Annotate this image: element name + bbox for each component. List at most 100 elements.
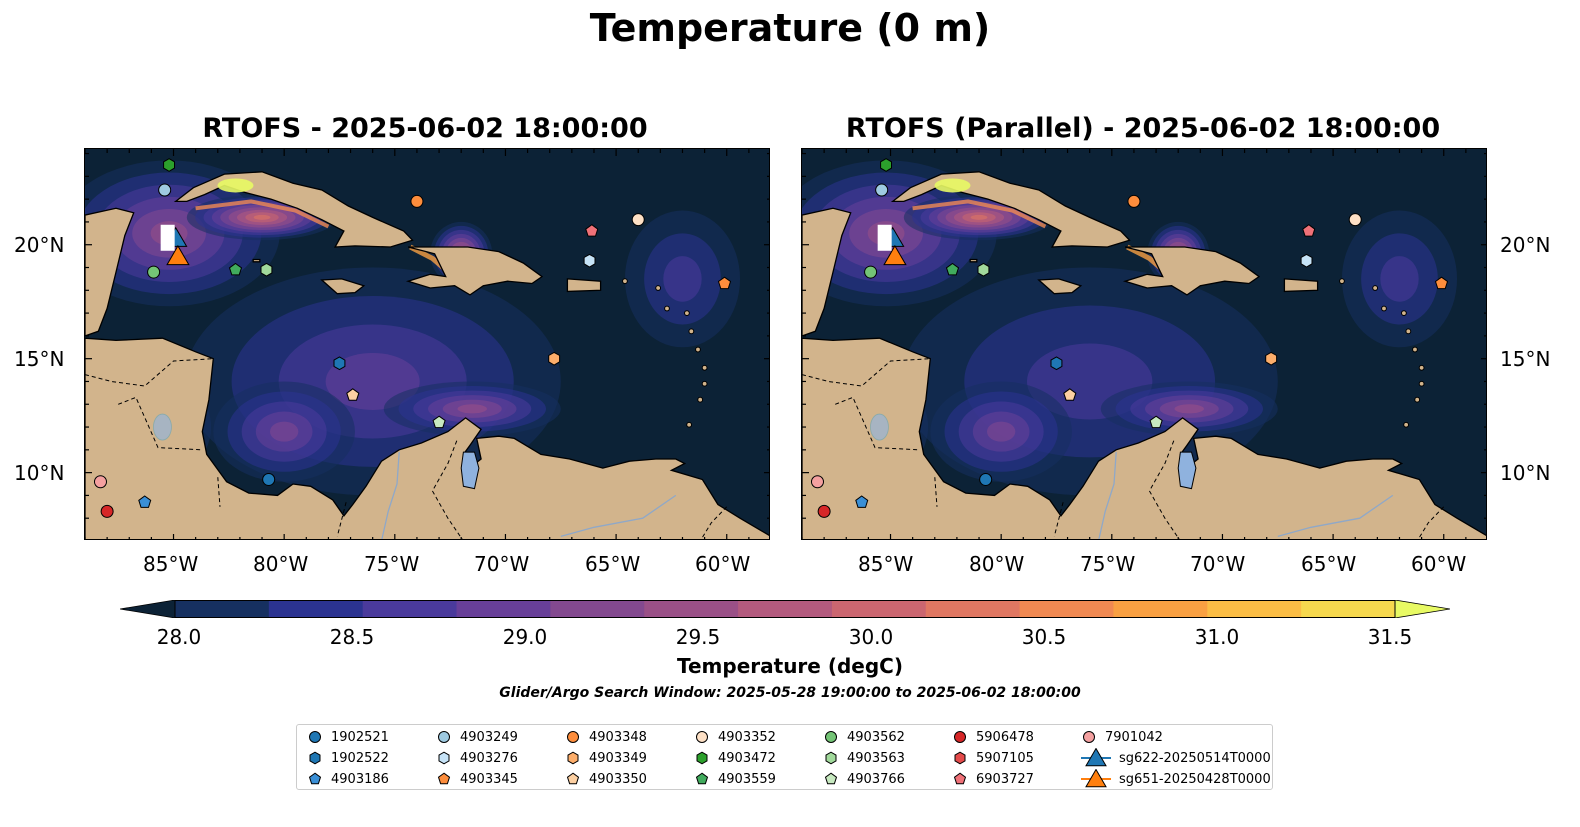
argo-float-1902522 — [1050, 356, 1063, 371]
glider-track-patch — [877, 224, 892, 251]
border-line — [217, 477, 221, 507]
island — [1412, 346, 1418, 353]
colorbar-tick: 29.0 — [502, 625, 548, 649]
river — [381, 452, 400, 539]
lon-tick-label: 60°W — [695, 552, 751, 576]
colorbar-extend-high — [1394, 600, 1450, 618]
legend-item: 1902522 — [307, 748, 389, 768]
legend-item: 4903186 — [307, 769, 389, 789]
lon-tick-label: 60°W — [1411, 552, 1467, 576]
colorbar-tick: 30.0 — [848, 625, 894, 649]
legend-label: 4903348 — [589, 729, 647, 745]
river — [1277, 494, 1394, 538]
legend-marker-icon — [1081, 748, 1111, 767]
border-line — [1148, 440, 1180, 539]
lon-tick-label: 70°W — [474, 552, 530, 576]
country-borders — [802, 358, 1445, 539]
colorbar-segment — [831, 600, 927, 618]
argo-float-1902521 — [262, 472, 276, 486]
lon-tick-label: 80°W — [253, 552, 309, 576]
legend-marker-icon — [954, 751, 966, 765]
central-america2-land — [802, 337, 1486, 539]
legend-label: 4903766 — [847, 771, 905, 787]
left-panel-title: RTOFS - 2025-06-02 18:00:00 — [202, 113, 648, 144]
colorbar-tick: 28.5 — [329, 625, 375, 649]
legend-marker-icon — [1083, 731, 1095, 743]
rtofs-map — [84, 148, 770, 540]
central-america2-land — [85, 337, 769, 539]
island — [701, 380, 708, 387]
legend-item: 5906478 — [952, 727, 1034, 747]
island — [686, 421, 693, 428]
colorbar-extend-low — [120, 600, 176, 618]
float-markers — [93, 158, 732, 518]
lake-nicaragua — [870, 413, 889, 441]
sst-contour — [1174, 404, 1205, 414]
colorbar-tick: 28.0 — [156, 625, 202, 649]
argo-float-6903727 — [585, 224, 599, 237]
legend-label: 7901042 — [1105, 729, 1163, 745]
colorbar-segment — [175, 600, 270, 618]
border-line — [934, 477, 938, 507]
colorbar-segment — [644, 600, 739, 618]
argo-float-4903350 — [1063, 388, 1077, 401]
border-line — [431, 440, 463, 539]
puerto-rico-land — [1283, 278, 1319, 293]
argo-float-4903348 — [410, 194, 424, 208]
legend-item: 4903345 — [436, 769, 518, 789]
argo-float-4903345 — [1434, 276, 1449, 290]
lon-tick-label: 85°W — [858, 552, 914, 576]
island — [655, 285, 662, 291]
argo-float-4903563 — [260, 262, 273, 277]
legend-label: sg622-20250514T0000 — [1119, 750, 1271, 766]
right-panel-title: RTOFS (Parallel) - 2025-06-02 18:00:00 — [845, 113, 1441, 144]
legend-label: 4903186 — [331, 771, 389, 787]
island — [1372, 285, 1379, 291]
sst-contour — [269, 421, 299, 442]
lat-tick-label: 10°N — [1500, 461, 1551, 485]
legend-item: 5907105 — [952, 748, 1034, 768]
legend-marker-icon — [953, 772, 967, 785]
glider-sg651 — [166, 244, 190, 266]
argo-float-4903563 — [977, 262, 990, 277]
island — [1403, 421, 1410, 428]
lake-maracaibo — [1177, 451, 1197, 490]
island — [1381, 305, 1387, 312]
figure-title: Temperature (0 m) — [589, 6, 991, 50]
legend-item: 4903563 — [823, 748, 905, 768]
legend-marker-icon — [438, 751, 450, 765]
border-line — [700, 506, 728, 539]
legend-item: 4903766 — [823, 769, 905, 789]
colorbar-segment — [268, 600, 364, 618]
lon-tick-label: 75°W — [1080, 552, 1136, 576]
legend-marker-icon — [696, 751, 708, 765]
legend-label: 6903727 — [976, 771, 1034, 787]
lat-tick-label: 15°N — [14, 347, 65, 371]
colorbar-segment — [925, 600, 1021, 618]
legend-label: 1902522 — [331, 750, 389, 766]
argo-float-4903559 — [945, 262, 960, 276]
lat-tick-label: 10°N — [14, 461, 65, 485]
lake-maracaibo — [460, 451, 480, 490]
legend-marker-icon — [438, 731, 450, 743]
cayman-land — [969, 258, 978, 263]
argo-float-4903350 — [346, 388, 360, 401]
argo-float-4903559 — [228, 262, 243, 276]
colorbar-tick: 31.5 — [1367, 625, 1413, 649]
sst-contour — [970, 214, 988, 220]
land — [802, 171, 1486, 539]
axis-ticks — [802, 149, 1486, 539]
legend-marker-icon — [437, 772, 451, 785]
legend: 1902521 1902522 4903186 4903249 4903276 49033… — [296, 724, 1273, 790]
legend-marker-icon — [308, 772, 322, 785]
border-line — [85, 358, 214, 387]
colorbar-segment — [738, 600, 833, 618]
border-line — [1053, 502, 1064, 537]
warm-filament — [912, 199, 1047, 229]
legend-item: 4903249 — [436, 727, 518, 747]
legend-item: sg622-20250514T0000 — [1081, 748, 1271, 768]
argo-float-4903352 — [631, 213, 645, 227]
legend-label: 4903349 — [589, 750, 647, 766]
legend-marker-icon — [309, 731, 321, 743]
legend-marker-icon — [825, 751, 837, 765]
